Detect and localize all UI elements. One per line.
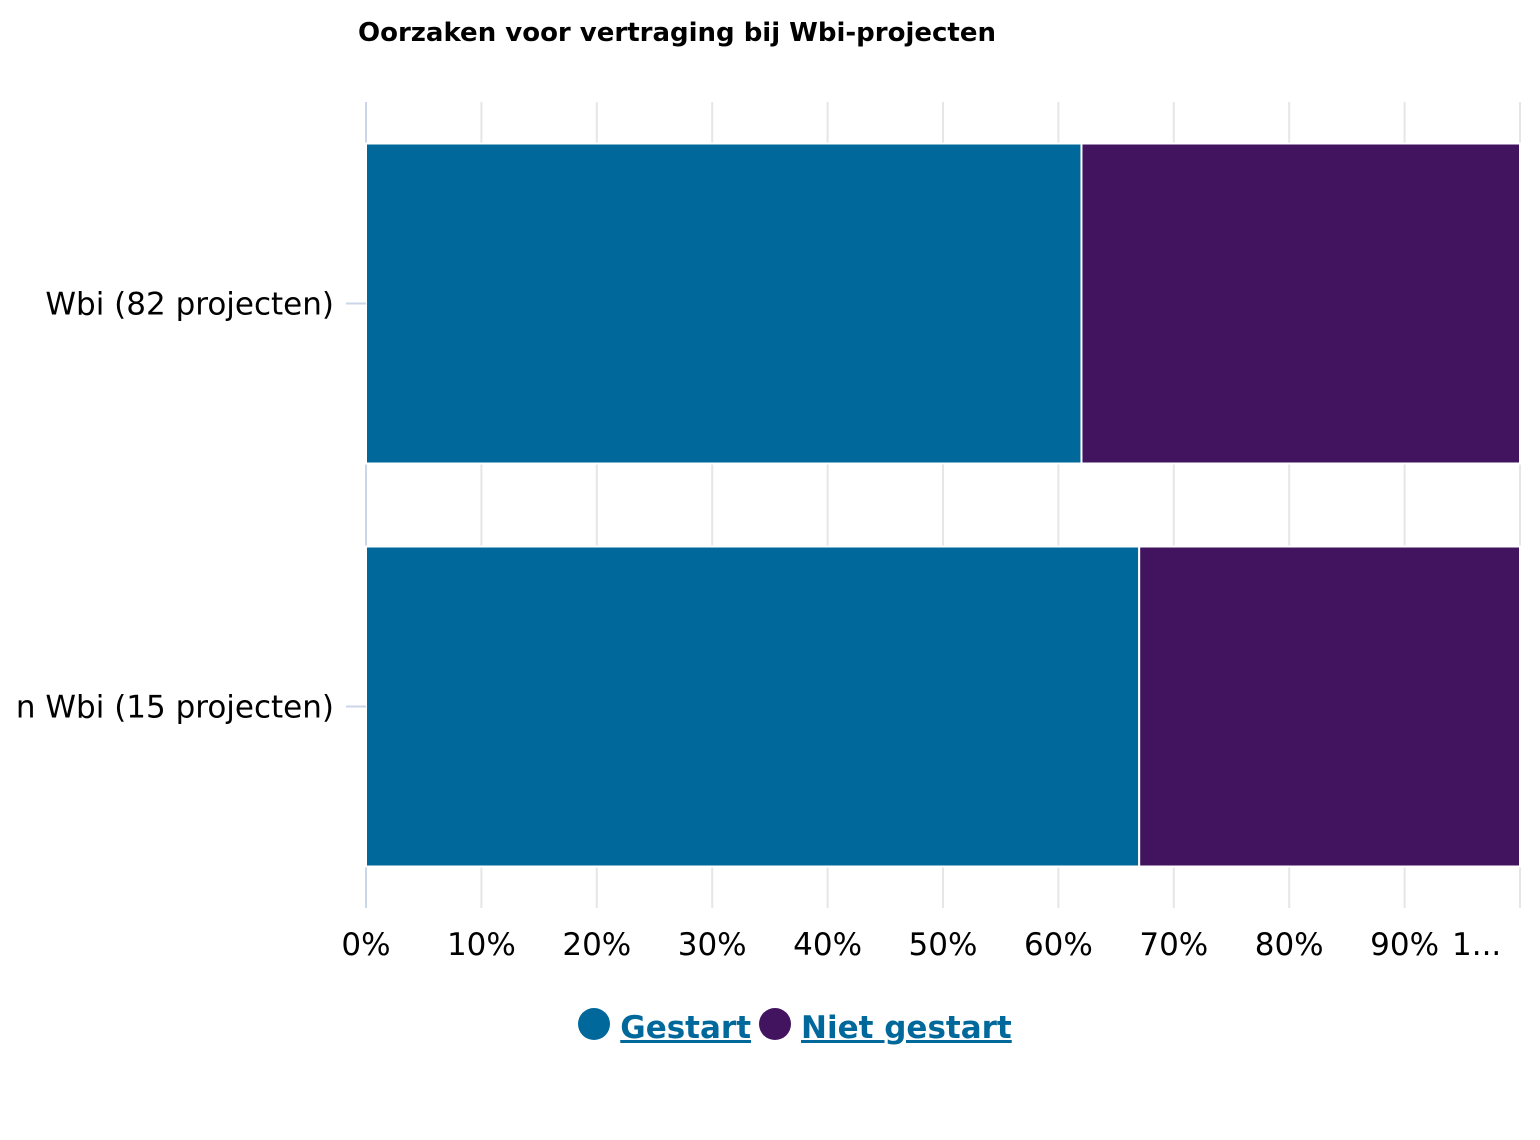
- x-tick-label: 90%: [1370, 927, 1439, 963]
- legend-dot-niet-gestart: [759, 1008, 792, 1040]
- axes: 0% 10% 20% 30% 40% 50% 60% 70% 80% 90% 1... Wbi (82…: [16, 287, 1501, 964]
- x-tick-label: 30%: [678, 927, 747, 963]
- x-tick-label: 70%: [1139, 927, 1208, 963]
- x-tick-label: 0%: [341, 927, 390, 963]
- chart-title: Oorzaken voor vertraging bij Wbi-project…: [358, 18, 996, 48]
- bar-0-0[interactable]: [365, 142, 1083, 465]
- legend-item-niet-gestart[interactable]: Niet gestart: [759, 1008, 1012, 1046]
- category-label: n Wbi (15 projecten): [16, 690, 334, 726]
- legend-label-gestart: Gestart: [620, 1010, 752, 1046]
- category-label: Wbi (82 projecten): [45, 287, 334, 323]
- x-tick-label: 40%: [793, 927, 862, 963]
- bar-1-0[interactable]: [365, 545, 1141, 868]
- x-tick-label: 10%: [447, 927, 516, 963]
- x-tick-label: 80%: [1255, 927, 1324, 963]
- x-tick-label: 1...: [1452, 927, 1501, 963]
- x-tick-label: 60%: [1024, 927, 1093, 963]
- legend-item-gestart[interactable]: Gestart: [578, 1008, 752, 1046]
- x-tick-label: 50%: [909, 927, 978, 963]
- bar-0-1[interactable]: [1080, 142, 1521, 465]
- bar-1-1[interactable]: [1138, 545, 1522, 868]
- legend: Gestart Niet gestart: [0, 1008, 1540, 1046]
- legend-dot-gestart: [578, 1008, 611, 1040]
- legend-label-niet-gestart: Niet gestart: [801, 1010, 1012, 1046]
- x-tick-label: 20%: [562, 927, 631, 963]
